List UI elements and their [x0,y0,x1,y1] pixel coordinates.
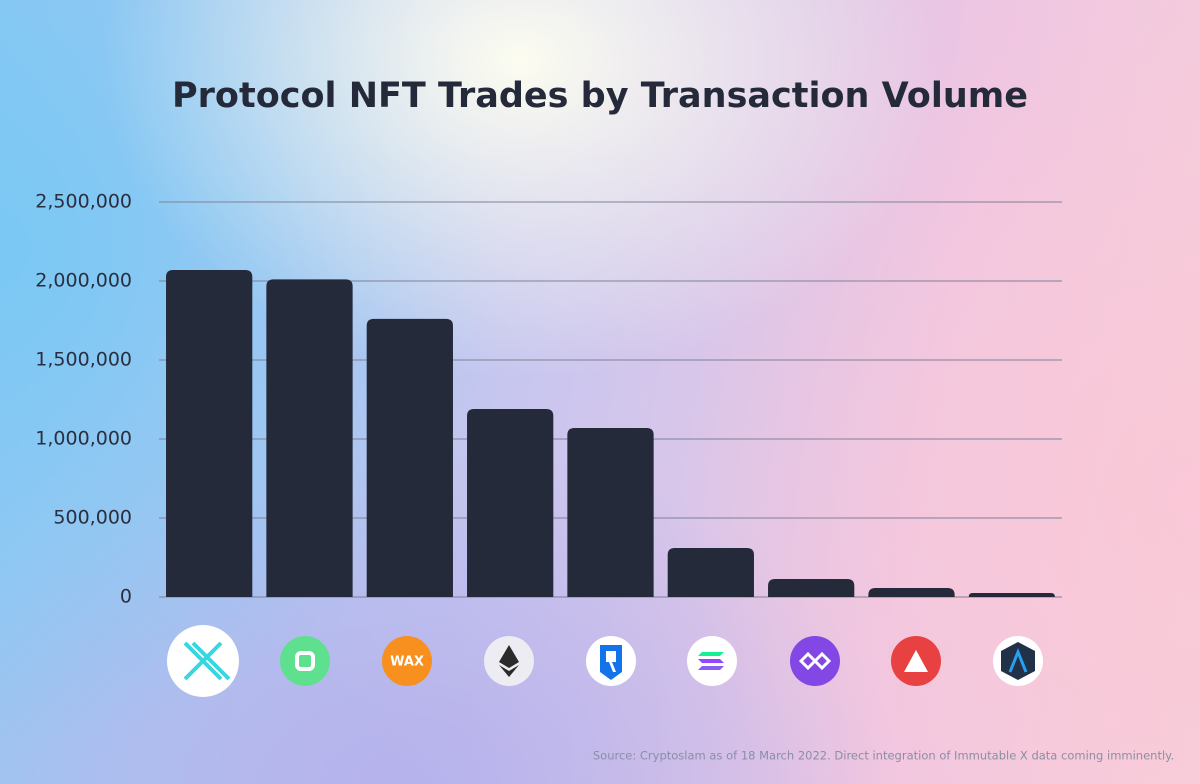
logos: WAX [167,625,1043,697]
y-tick-label: 2,500,000 [35,191,132,213]
y-tick-label: 500,000 [53,507,132,529]
bar [968,593,1055,597]
bar [266,279,353,597]
bar [667,548,754,597]
bar [467,408,554,597]
bar [868,587,955,597]
y-tick-label: 2,000,000 [35,270,132,292]
y-tick-label: 1,000,000 [35,428,132,450]
bar [768,578,855,597]
y-tick-label: 0 [120,586,132,608]
y-tick-label: 1,500,000 [35,349,132,371]
source-note: Source: Cryptoslam as of 18 March 2022. … [593,749,1174,763]
svg-text:WAX: WAX [390,655,424,670]
bar [166,269,253,597]
chart-title: Protocol NFT Trades by Transaction Volum… [172,76,1028,116]
bar [567,427,654,597]
bar [366,318,453,597]
